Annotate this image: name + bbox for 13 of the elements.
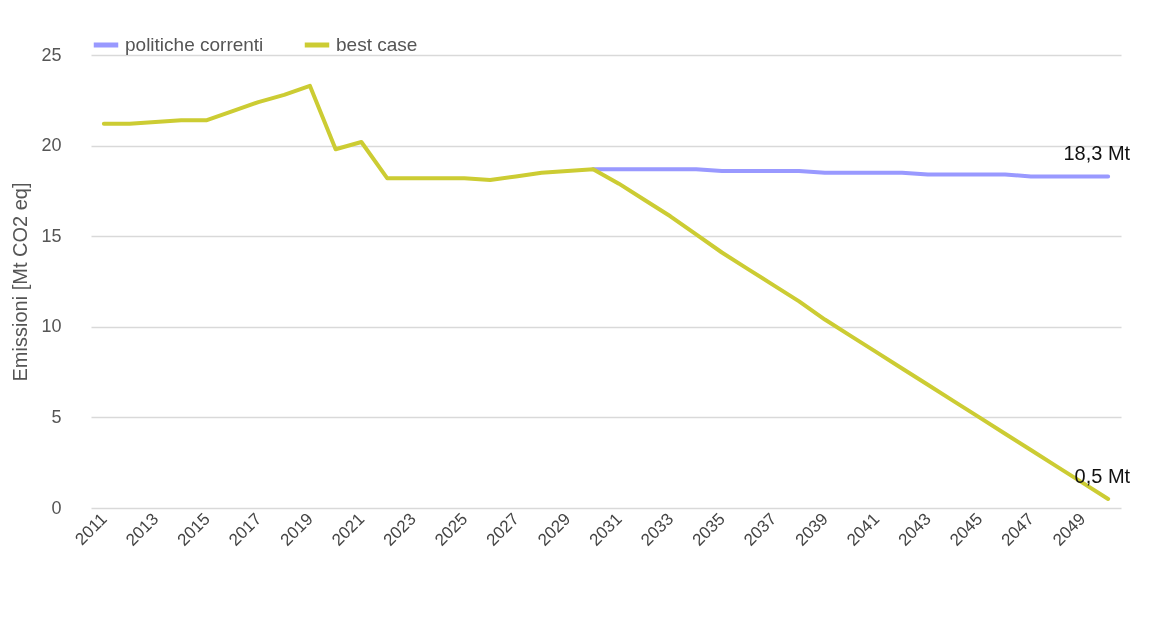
y-tick-label: 0: [51, 497, 62, 518]
line-series: [591, 167, 1111, 179]
y-tick-label: 20: [41, 135, 62, 156]
y-tick-label: 5: [51, 406, 62, 427]
annotation: 18,3 Mt: [1063, 142, 1131, 165]
y-tick-label: 10: [41, 316, 62, 337]
annotation: 0,5 Mt: [1074, 464, 1131, 487]
y-tick-label: 25: [41, 44, 62, 65]
line-series: [101, 83, 1111, 501]
legend-label: politiche correnti: [125, 34, 264, 55]
legend-label: best case: [336, 34, 418, 55]
y-axis-title: Emissioni [Mt CO2 eq]: [9, 182, 32, 382]
y-tick-label: 15: [41, 225, 62, 246]
